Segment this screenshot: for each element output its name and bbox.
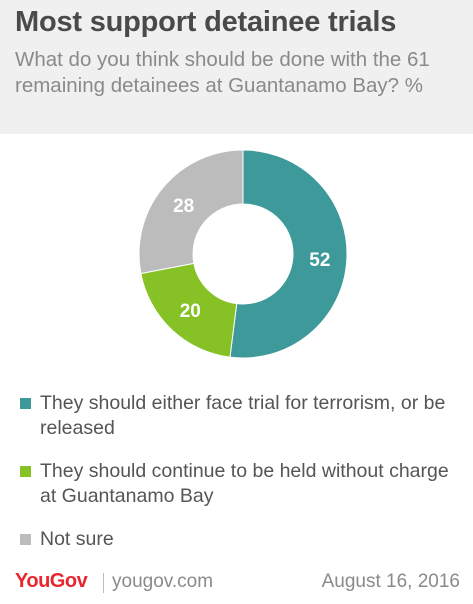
donut-chart-svg: 52 20 28 bbox=[138, 149, 348, 359]
legend: They should either face trial for terror… bbox=[20, 391, 460, 570]
donut-data-label-2: 20 bbox=[180, 301, 201, 322]
donut-slice-1 bbox=[229, 149, 348, 359]
donut-slice-2 bbox=[140, 262, 238, 358]
legend-item-2: They should continue to be held without … bbox=[20, 459, 460, 509]
legend-label: Not sure bbox=[40, 528, 114, 550]
header-band: Most support detainee trials What do you… bbox=[0, 0, 473, 134]
yougov-logo: YouGov bbox=[15, 570, 88, 592]
chart-title: Most support detainee trials bbox=[15, 6, 397, 38]
legend-item-3: Not sure bbox=[20, 527, 460, 552]
footer: YouGov yougov.com August 16, 2016 bbox=[15, 570, 460, 600]
legend-label: They should continue to be held without … bbox=[40, 460, 449, 507]
legend-swatch bbox=[20, 534, 31, 545]
legend-swatch bbox=[20, 398, 31, 409]
donut-chart: 52 20 28 bbox=[0, 134, 473, 384]
footer-site: yougov.com bbox=[112, 571, 214, 592]
chart-subtitle: What do you think should be done with th… bbox=[15, 48, 430, 97]
donut-data-label-1: 52 bbox=[309, 250, 330, 271]
footer-divider bbox=[103, 573, 104, 593]
footer-date: August 16, 2016 bbox=[321, 571, 460, 592]
donut-data-label-3: 28 bbox=[173, 196, 194, 217]
donut-slice-3 bbox=[138, 149, 244, 275]
legend-swatch bbox=[20, 466, 31, 477]
legend-item-1: They should either face trial for terror… bbox=[20, 391, 460, 441]
legend-label: They should either face trial for terror… bbox=[40, 392, 446, 439]
